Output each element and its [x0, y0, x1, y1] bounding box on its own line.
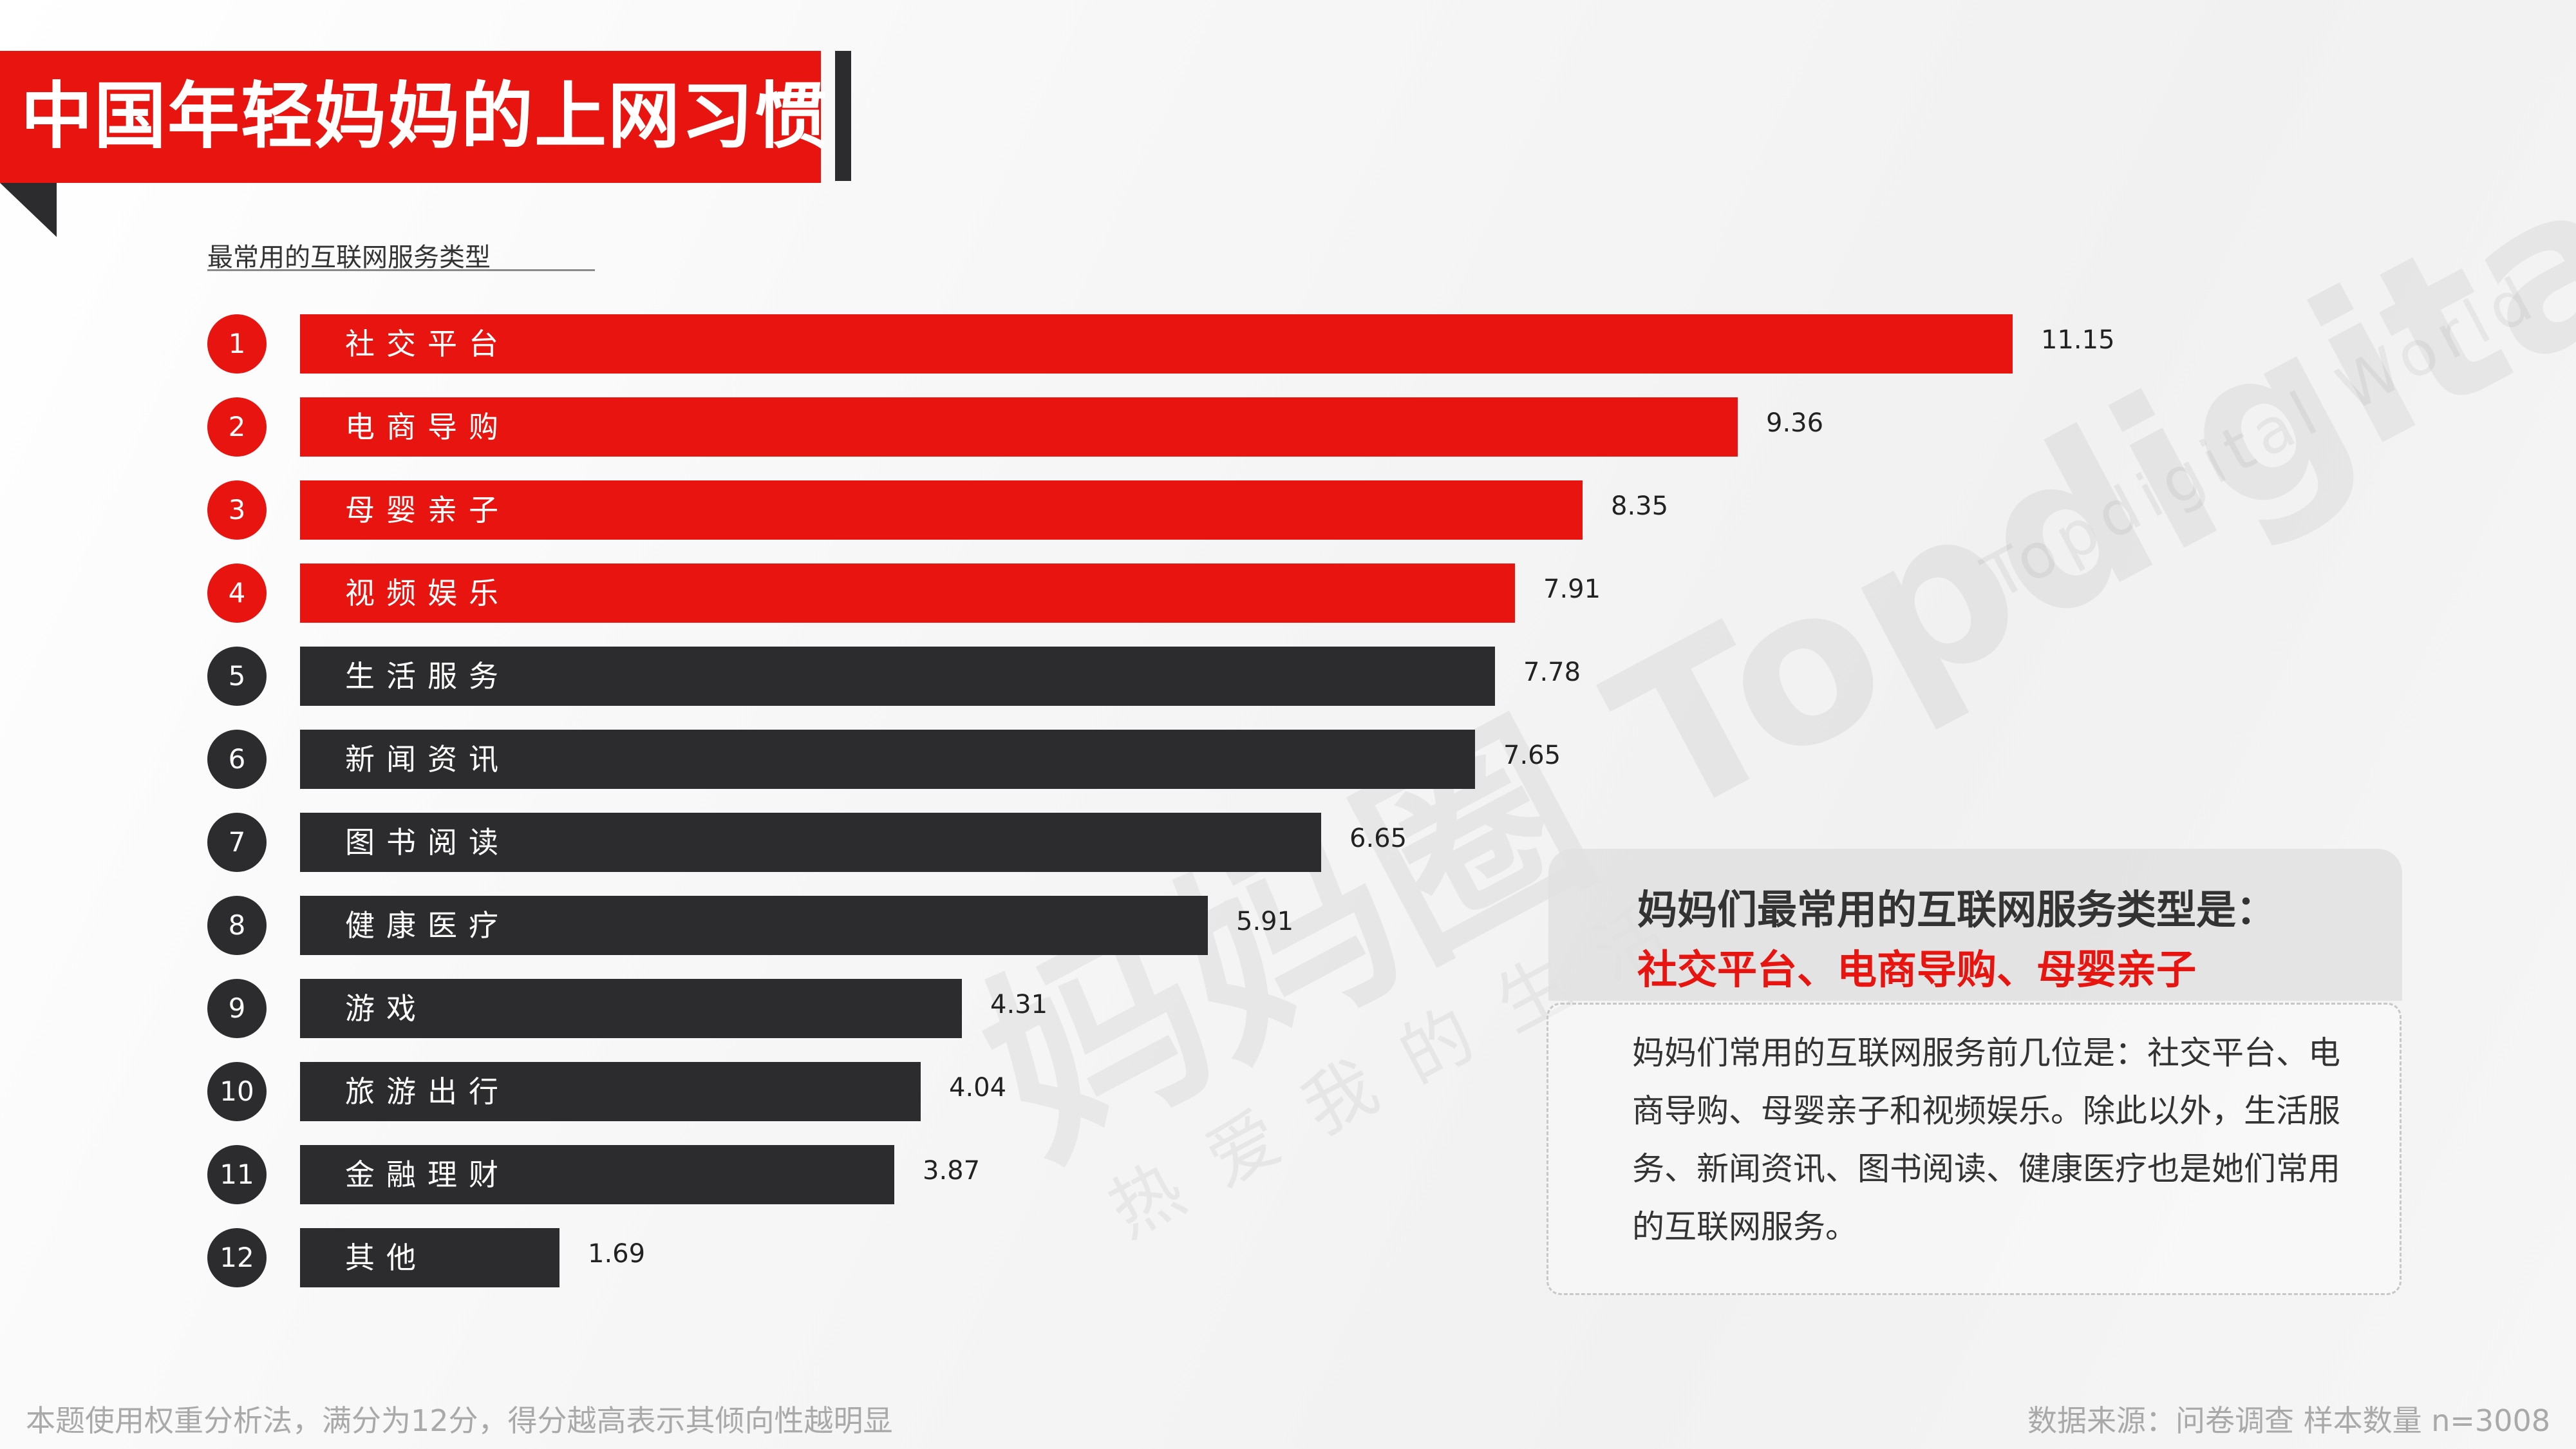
title-banner [0, 51, 821, 183]
rank-badge: 5 [207, 647, 267, 706]
bar [300, 647, 1495, 706]
rank-badge: 3 [207, 480, 267, 540]
bar-category-label: 母婴亲子 [345, 493, 510, 527]
bar-category-label: 新闻资讯 [345, 742, 510, 777]
bar-value-label: 7.91 [1543, 574, 1601, 604]
bar [300, 1062, 921, 1121]
bar-value-label: 5.91 [1236, 907, 1294, 936]
title-fold [0, 183, 57, 237]
page-title: 中国年轻妈妈的上网习惯 [21, 75, 828, 158]
bar-value-label: 9.36 [1766, 408, 1824, 438]
bar-value-label: 11.15 [2041, 325, 2115, 355]
bar [300, 314, 2013, 374]
bar-value-label: 4.31 [990, 990, 1048, 1019]
rank-badge: 9 [207, 979, 267, 1038]
bar-category-label: 电商导购 [345, 410, 510, 444]
bar [300, 813, 1321, 872]
callout-headline: 妈妈们最常用的互联网服务类型是： [1637, 886, 2277, 933]
subtitle-underline [207, 269, 595, 271]
bar-value-label: 8.35 [1611, 491, 1669, 521]
bar [300, 896, 1208, 955]
data-source: 数据来源：问卷调查 样本数量 n=3008 [2027, 1403, 2550, 1438]
title-accent-bar [835, 51, 851, 181]
callout-header [1548, 849, 2402, 1001]
bar [300, 1145, 894, 1204]
rank-badge: 1 [207, 314, 267, 374]
footnote: 本题使用权重分析法，满分为12分，得分越高表示其倾向性越明显 [26, 1403, 893, 1438]
bar-category-label: 旅游出行 [345, 1074, 510, 1109]
bar [300, 1228, 559, 1287]
rank-badge: 6 [207, 730, 267, 789]
rank-badge: 10 [207, 1062, 267, 1121]
chart-subtitle: 最常用的互联网服务类型 [207, 243, 491, 272]
bar-category-label: 图书阅读 [345, 825, 510, 860]
bar [300, 564, 1515, 623]
bar-category-label: 游戏 [345, 991, 428, 1026]
bar [300, 730, 1475, 789]
bar-value-label: 7.78 [1523, 658, 1581, 687]
callout-body-text: 妈妈们常用的互联网服务前几位是：社交平台、电商导购、母婴亲子和视频娱乐。除此以外… [1632, 1034, 2340, 1245]
bar [300, 397, 1738, 457]
rank-badge: 11 [207, 1145, 267, 1204]
bar-value-label: 6.65 [1349, 824, 1407, 853]
bar-value-label: 3.87 [923, 1156, 981, 1186]
bar-value-label: 7.65 [1503, 741, 1561, 770]
bar-category-label: 视频娱乐 [345, 576, 510, 611]
callout-highlight: 社交平台、电商导购、母婴亲子 [1637, 946, 2197, 993]
rank-badge: 4 [207, 564, 267, 623]
bar-value-label: 1.69 [588, 1239, 646, 1269]
bar [300, 480, 1583, 540]
bar-category-label: 金融理财 [345, 1157, 510, 1192]
bar [300, 979, 962, 1038]
rank-badge: 12 [207, 1228, 267, 1287]
rank-badge: 2 [207, 397, 267, 457]
rank-badge: 8 [207, 896, 267, 955]
rank-badge: 7 [207, 813, 267, 872]
bar-category-label: 社交平台 [345, 327, 510, 361]
callout-body-box [1547, 1003, 2402, 1295]
bar-category-label: 健康医疗 [345, 908, 510, 943]
bar-category-label: 其他 [345, 1240, 428, 1275]
bar-value-label: 4.04 [949, 1073, 1007, 1103]
bar-category-label: 生活服务 [345, 659, 510, 694]
